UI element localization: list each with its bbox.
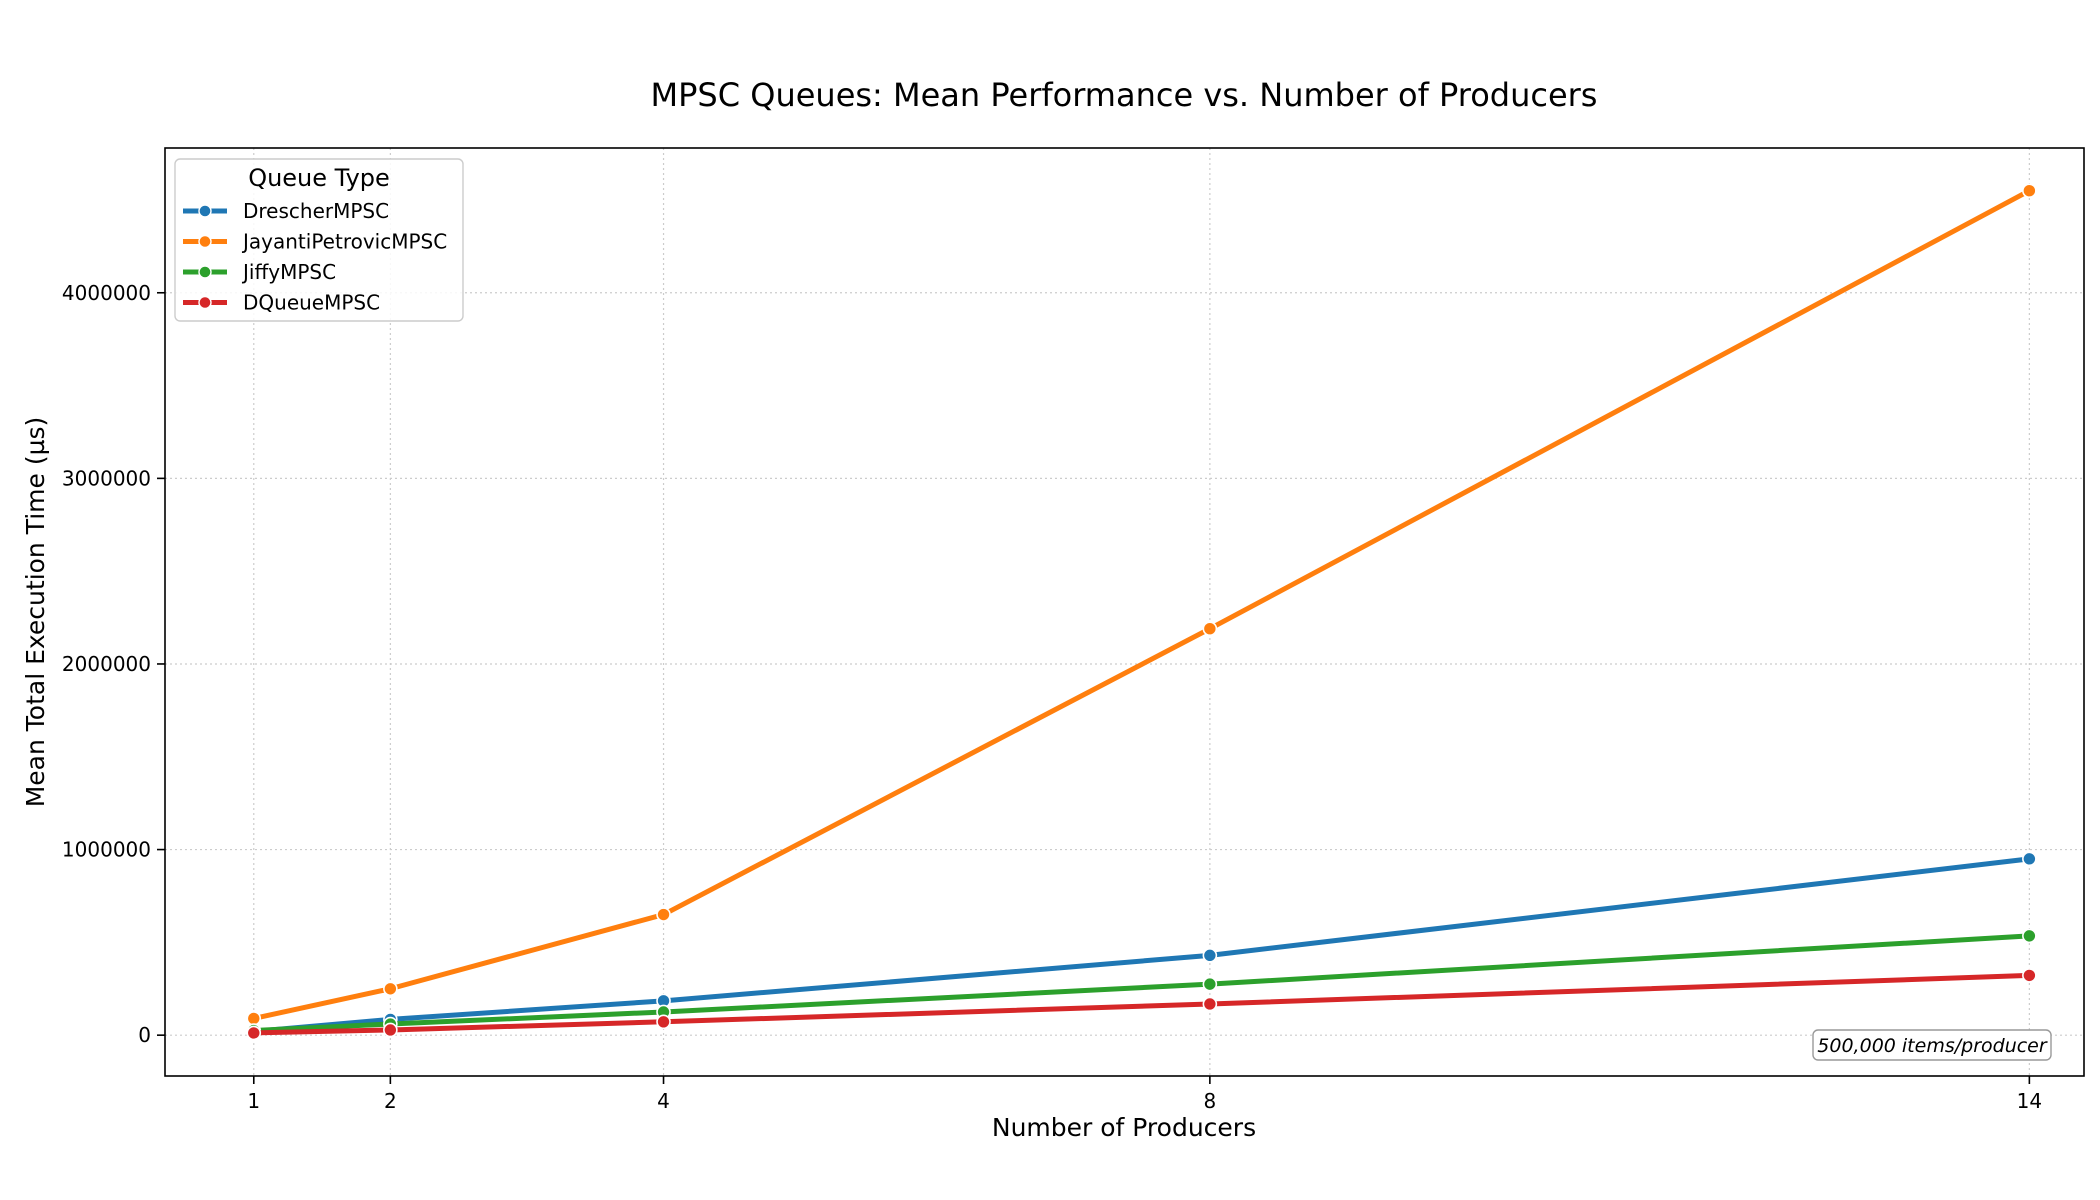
x-tick-label: 8 <box>1203 1089 1216 1113</box>
legend-marker <box>198 295 212 310</box>
series-group <box>246 851 2037 1039</box>
data-point <box>246 1011 262 1026</box>
axes-frame <box>164 147 2085 1077</box>
legend-entry-label: JayantiPetrovicMPSC <box>241 230 447 254</box>
data-point <box>1202 948 1218 963</box>
data-point <box>1202 976 1218 992</box>
legend-title: Queue Type <box>248 164 390 192</box>
legend-entry-label: JiffyMPSC <box>241 260 336 284</box>
legend-entry: JiffyMPSC <box>183 260 336 284</box>
legend-marker <box>198 234 212 249</box>
data-point <box>656 1014 671 1030</box>
series-line <box>251 188 2032 1021</box>
x-tick-label: 14 <box>2017 1089 2042 1113</box>
y-axis: 0 1000000 2000000 3000000 4000000 <box>62 281 165 1047</box>
x-tick-label: 2 <box>384 1089 397 1113</box>
data-point <box>1202 621 1218 637</box>
legend-entry-label: DQueueMPSC <box>243 291 380 315</box>
legend-marker <box>198 204 212 218</box>
legend-entry: JayantiPetrovicMPSC <box>183 230 447 254</box>
legend-entry-label: DrescherMPSC <box>243 199 389 223</box>
y-tick-label: 2000000 <box>62 652 151 676</box>
x-axis: 1 2 4 8 14 <box>247 1076 2042 1113</box>
x-tick-label: 1 <box>247 1089 260 1113</box>
data-point <box>656 907 671 922</box>
series-line <box>251 972 2032 1036</box>
legend: Queue Type DrescherMPSC JayantiPetrovicMP… <box>174 158 464 322</box>
legend-box <box>174 158 464 322</box>
data-point <box>2022 183 2037 198</box>
data-point <box>246 1025 262 1041</box>
annotation: 500,000 items/producer <box>1812 1029 2052 1061</box>
plot-area <box>246 183 2037 1041</box>
y-tick-label: 3000000 <box>62 466 151 490</box>
series-group <box>246 183 2037 1026</box>
annotation-box <box>1812 1029 2052 1061</box>
x-tick-label: 4 <box>657 1089 670 1113</box>
data-point <box>2022 968 2037 983</box>
y-tick-label: 0 <box>138 1023 151 1047</box>
data-point <box>2022 928 2037 944</box>
legend-entry: DQueueMPSC <box>183 291 380 315</box>
data-point <box>383 1022 398 1038</box>
legend-entry: DrescherMPSC <box>183 199 389 223</box>
y-tick-label: 4000000 <box>62 281 151 305</box>
data-point <box>383 981 398 997</box>
data-point <box>2022 851 2037 867</box>
data-point <box>1202 996 1218 1012</box>
y-axis-label: Mean Total Execution Time (µs) <box>21 417 50 808</box>
annotation-text: 500,000 items/producer <box>1817 1035 2048 1057</box>
chart-title: MPSC Queues: Mean Performance vs. Number… <box>651 76 1598 114</box>
legend-marker <box>198 265 212 279</box>
x-axis-label: Number of Producers <box>992 1113 1256 1142</box>
series-group <box>246 968 2037 1041</box>
y-tick-label: 1000000 <box>62 838 151 862</box>
